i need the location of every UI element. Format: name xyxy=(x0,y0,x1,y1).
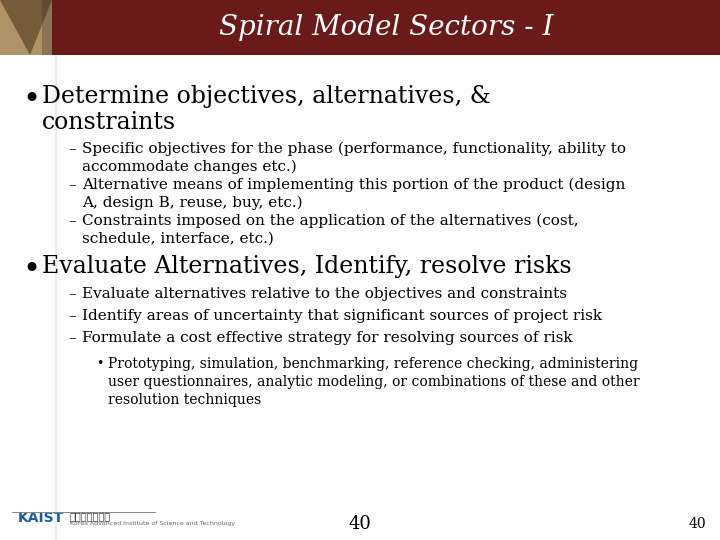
Text: Korea Advanced Institute of Science and Technology: Korea Advanced Institute of Science and … xyxy=(70,521,235,525)
Text: KAIST: KAIST xyxy=(18,511,64,525)
Text: Evaluate alternatives relative to the objectives and constraints: Evaluate alternatives relative to the ob… xyxy=(82,287,567,301)
Text: 한국과학기술원: 한국과학기술원 xyxy=(70,511,111,521)
Bar xyxy=(55,55,57,540)
Text: •: • xyxy=(22,255,40,286)
Text: Prototyping, simulation, benchmarking, reference checking, administering
user qu: Prototyping, simulation, benchmarking, r… xyxy=(108,357,639,407)
Text: –: – xyxy=(68,331,76,345)
Text: –: – xyxy=(68,214,76,228)
Bar xyxy=(0,0,52,55)
Text: –: – xyxy=(68,287,76,301)
Bar xyxy=(0,0,42,55)
Text: Determine objectives, alternatives, &: Determine objectives, alternatives, & xyxy=(42,85,491,108)
Text: Formulate a cost effective strategy for resolving sources of risk: Formulate a cost effective strategy for … xyxy=(82,331,572,345)
Bar xyxy=(0,55,720,540)
Text: 40: 40 xyxy=(688,517,706,531)
Text: Specific objectives for the phase (performance, functionality, ability to
accomm: Specific objectives for the phase (perfo… xyxy=(82,142,626,174)
Text: •: • xyxy=(22,85,40,116)
Text: Spiral Model Sectors - I: Spiral Model Sectors - I xyxy=(219,14,553,41)
Text: Alternative means of implementing this portion of the product (design
A, design : Alternative means of implementing this p… xyxy=(82,178,626,210)
Text: constraints: constraints xyxy=(42,111,176,134)
Text: Identify areas of uncertainty that significant sources of project risk: Identify areas of uncertainty that signi… xyxy=(82,309,602,323)
Text: –: – xyxy=(68,142,76,156)
Text: •: • xyxy=(96,357,104,370)
Text: Evaluate Alternatives, Identify, resolve risks: Evaluate Alternatives, Identify, resolve… xyxy=(42,255,572,278)
Bar xyxy=(0,0,720,55)
Text: 40: 40 xyxy=(348,515,372,533)
Polygon shape xyxy=(0,0,52,55)
Text: –: – xyxy=(68,178,76,192)
Text: –: – xyxy=(68,309,76,323)
Text: Constraints imposed on the application of the alternatives (cost,
schedule, inte: Constraints imposed on the application o… xyxy=(82,214,579,246)
